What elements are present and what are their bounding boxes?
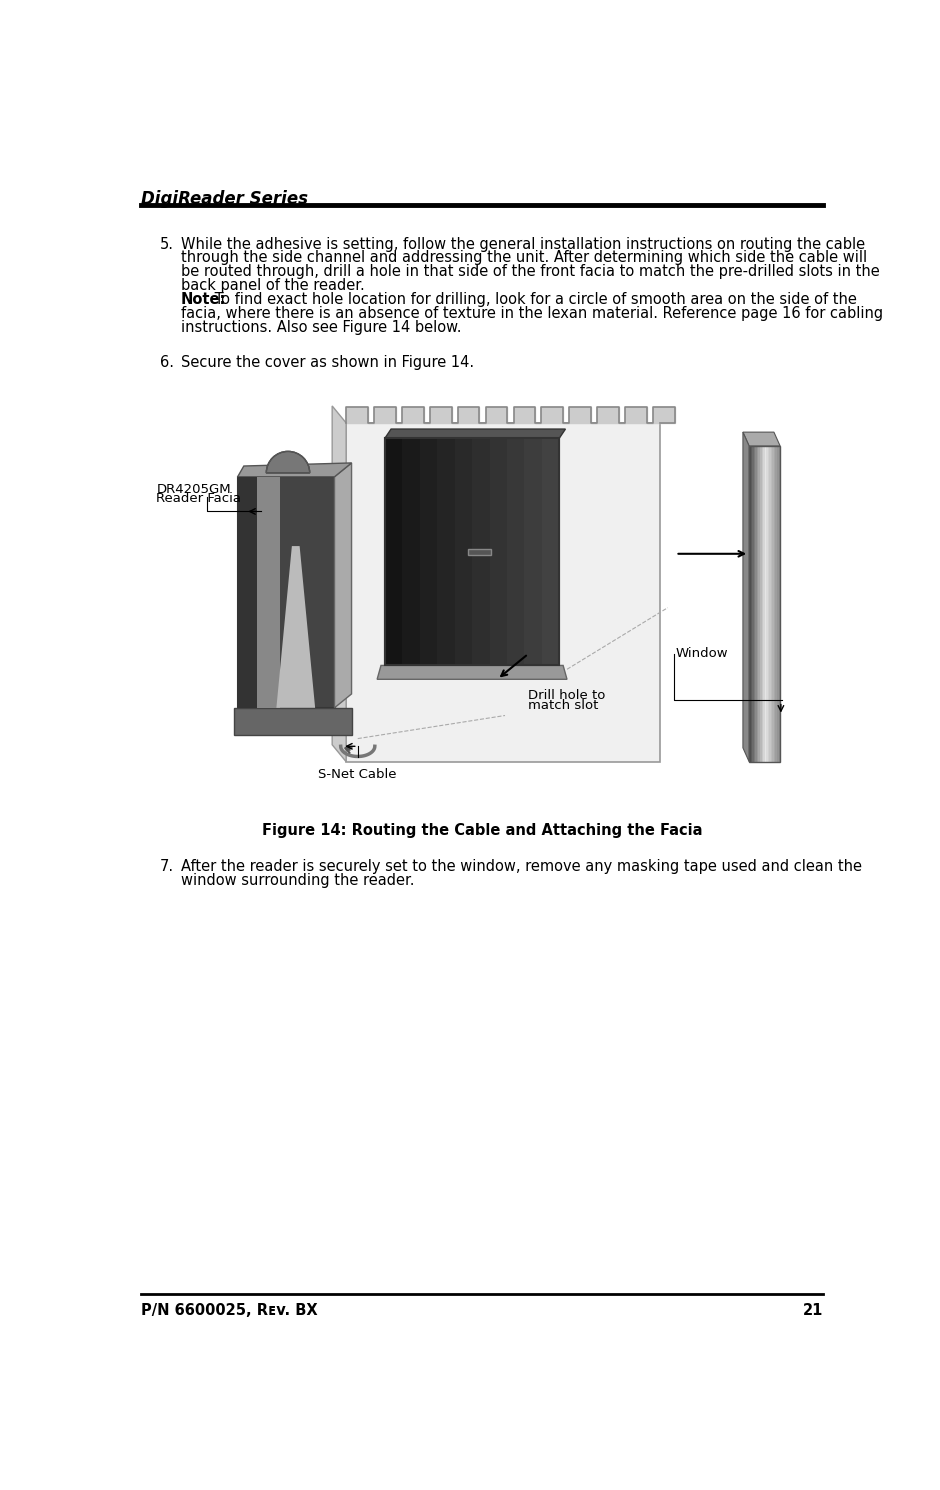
Wedge shape xyxy=(266,451,309,472)
Text: After the reader is securely set to the window, remove any masking tape used and: After the reader is securely set to the … xyxy=(181,858,862,873)
Polygon shape xyxy=(332,405,346,761)
Polygon shape xyxy=(743,432,749,761)
Bar xyxy=(771,446,773,761)
Text: facia, where there is an absence of texture in the lexan material. Reference pag: facia, where there is an absence of text… xyxy=(181,305,884,320)
Polygon shape xyxy=(234,708,352,735)
Bar xyxy=(346,423,660,761)
Text: Drill hole to: Drill hole to xyxy=(528,688,605,702)
Text: Note:: Note: xyxy=(181,292,227,307)
Text: match slot: match slot xyxy=(528,699,599,712)
Bar xyxy=(472,438,490,666)
Bar xyxy=(760,446,761,761)
Bar xyxy=(257,477,280,708)
Text: While the adhesive is setting, follow the general installation instructions on r: While the adhesive is setting, follow th… xyxy=(181,237,865,252)
Bar xyxy=(778,446,780,761)
Text: DigiReader Series: DigiReader Series xyxy=(141,191,307,209)
Polygon shape xyxy=(377,666,567,679)
Bar xyxy=(402,438,420,666)
Bar xyxy=(238,477,257,708)
Bar xyxy=(541,438,559,666)
Bar xyxy=(768,446,769,761)
Bar xyxy=(384,438,559,666)
Bar xyxy=(766,446,768,761)
Bar xyxy=(754,446,756,761)
Text: window surrounding the reader.: window surrounding the reader. xyxy=(181,873,415,888)
Bar xyxy=(774,446,776,761)
Polygon shape xyxy=(335,463,352,708)
Text: 6.: 6. xyxy=(160,355,174,370)
Bar xyxy=(761,446,763,761)
Bar xyxy=(384,438,559,666)
Bar xyxy=(420,438,437,666)
Text: 21: 21 xyxy=(803,1302,822,1319)
Text: P/N 6600025, Rᴇv. BX: P/N 6600025, Rᴇv. BX xyxy=(141,1302,318,1319)
Bar xyxy=(752,446,754,761)
Polygon shape xyxy=(238,463,352,477)
Text: Reader Facia: Reader Facia xyxy=(156,492,242,505)
Text: back panel of the reader.: back panel of the reader. xyxy=(181,279,365,294)
Bar xyxy=(455,438,472,666)
Text: Secure the cover as shown in Figure 14.: Secure the cover as shown in Figure 14. xyxy=(181,355,474,370)
Polygon shape xyxy=(276,547,315,708)
Text: Window: Window xyxy=(676,647,728,660)
Bar xyxy=(437,438,455,666)
Polygon shape xyxy=(346,407,675,423)
Bar xyxy=(756,446,757,761)
Bar xyxy=(749,446,751,761)
Bar xyxy=(773,446,774,761)
Text: instructions. Also see Figure 14 below.: instructions. Also see Figure 14 below. xyxy=(181,320,462,335)
Text: be routed through, drill a hole in that side of the front facia to match the pre: be routed through, drill a hole in that … xyxy=(181,264,880,279)
Bar xyxy=(757,446,759,761)
Bar xyxy=(763,446,764,761)
Text: through the side channel and addressing the unit. After determining which side t: through the side channel and addressing … xyxy=(181,250,868,265)
Bar xyxy=(777,446,778,761)
Text: 7.: 7. xyxy=(160,858,174,873)
Bar xyxy=(468,550,491,556)
Polygon shape xyxy=(384,429,566,438)
Bar xyxy=(769,446,771,761)
Bar xyxy=(764,446,766,761)
Text: 5.: 5. xyxy=(160,237,174,252)
Text: Figure 14: Routing the Cable and Attaching the Facia: Figure 14: Routing the Cable and Attachi… xyxy=(261,824,702,839)
Bar xyxy=(507,438,525,666)
Text: To find exact hole location for drilling, look for a circle of smooth area on th: To find exact hole location for drilling… xyxy=(210,292,856,307)
Bar xyxy=(751,446,752,761)
Bar xyxy=(759,446,760,761)
Bar xyxy=(749,446,780,761)
Bar xyxy=(384,438,402,666)
Bar xyxy=(525,438,541,666)
Bar xyxy=(238,477,335,708)
Bar xyxy=(776,446,777,761)
Text: DR4205GM: DR4205GM xyxy=(156,483,231,496)
Text: S-Net Cable: S-Net Cable xyxy=(319,767,397,781)
Polygon shape xyxy=(743,432,780,446)
Bar xyxy=(490,438,507,666)
